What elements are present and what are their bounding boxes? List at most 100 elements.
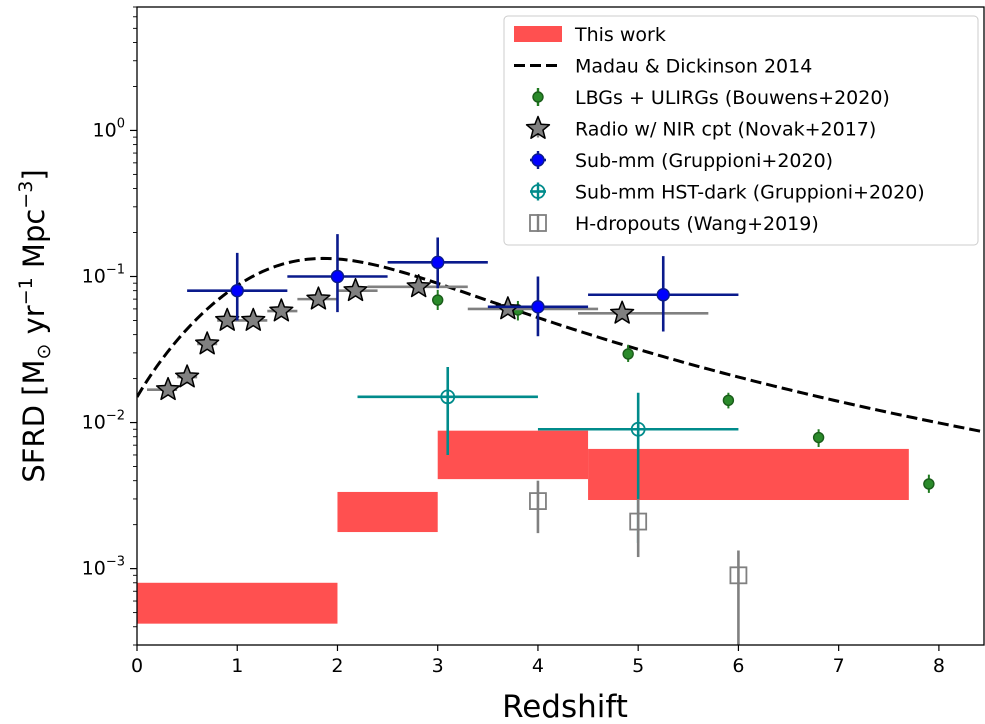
marker (174, 364, 200, 388)
marker (622, 348, 634, 360)
x-tick-label: 4 (532, 655, 544, 677)
marker (343, 277, 368, 302)
marker (406, 274, 431, 298)
data-point (267, 298, 298, 322)
marker (306, 286, 331, 310)
data-point (487, 276, 589, 337)
marker (529, 492, 547, 510)
plot-area (137, 234, 984, 645)
data-point (387, 237, 488, 289)
data-point (588, 256, 739, 332)
marker (330, 269, 345, 284)
legend-item: Sub-mm (Gruppioni+2020) (530, 150, 833, 172)
x-tick-label: 2 (331, 655, 343, 677)
x-axis-label: Redshift (502, 689, 628, 724)
band-segment (337, 491, 438, 533)
data-point (297, 286, 338, 310)
y-axis-label-exp: −1 (15, 277, 37, 305)
marker (630, 421, 646, 437)
data-point (287, 234, 388, 313)
legend-label: Sub-mm (Gruppioni+2020) (575, 150, 833, 172)
marker (432, 294, 444, 306)
band-segment (437, 430, 589, 480)
x-tick-label: 6 (732, 655, 744, 677)
legend-item: H-dropouts (Wang+2019) (529, 213, 819, 235)
marker (729, 566, 748, 585)
y-tick-label: 100 (93, 116, 125, 141)
legend: This work Madau & Dickinson 2014 LBGs + UL… (503, 15, 979, 246)
y-axis: 10−3 10−2 10−1 100 (82, 6, 137, 646)
marker (923, 478, 935, 490)
data-point (629, 498, 648, 558)
data-point (529, 480, 547, 534)
y-tick-label: 10−2 (82, 409, 125, 434)
marker (656, 288, 670, 302)
x-axis: 0 1 2 3 4 5 6 7 8 (131, 645, 945, 677)
marker (195, 331, 220, 355)
y-axis-label-part: SFRD [M (17, 360, 51, 483)
data-point (337, 277, 378, 302)
x-tick-label: 8 (933, 655, 945, 677)
data-point (195, 331, 220, 355)
marker (440, 389, 456, 405)
marker (609, 300, 635, 324)
y-axis-label: SFRD [M⊙ yr−1 Mpc−3] (15, 169, 55, 482)
x-tick-label: 0 (131, 655, 143, 677)
y-axis-label-exp: −3 (15, 181, 37, 209)
y-axis-label-sun: ⊙ (33, 344, 55, 360)
legend-marker (531, 153, 545, 167)
legend-swatch (514, 26, 562, 42)
marker (629, 512, 648, 531)
marker (241, 307, 266, 331)
legend-marker (532, 91, 544, 103)
data-point (622, 344, 634, 362)
legend-marker (529, 214, 547, 232)
data-point (147, 376, 181, 401)
legend-label: Madau & Dickinson 2014 (575, 56, 812, 78)
marker (269, 298, 294, 322)
data-point (237, 307, 268, 331)
madau-dickinson-curve (137, 256, 984, 434)
y-axis-label-part: Mpc (17, 209, 51, 278)
legend-label: H-dropouts (Wang+2019) (575, 213, 819, 235)
x-tick-label: 5 (632, 655, 644, 677)
marker (230, 283, 244, 298)
legend-item: Radio w/ NIR cpt (Novak+2017) (525, 115, 876, 141)
data-point (187, 252, 288, 321)
legend-marker (530, 184, 546, 199)
marker (155, 376, 181, 401)
marker (531, 300, 545, 314)
legend-label: This work (574, 24, 666, 46)
y-tick-label: 10−3 (82, 555, 125, 580)
legend-frame (503, 15, 979, 246)
marker (812, 431, 825, 444)
legend-label: Radio w/ NIR cpt (Novak+2017) (575, 119, 876, 141)
legend-marker (525, 115, 551, 139)
data-point (729, 550, 748, 645)
legend-label: Sub-mm HST-dark (Gruppioni+2020) (575, 182, 925, 204)
y-tick-label: 10−1 (82, 263, 125, 288)
y-axis-label-part: yr (17, 305, 51, 343)
legend-item: LBGs + ULIRGs (Bouwens+2020) (532, 87, 890, 109)
x-tick-label: 7 (833, 655, 845, 677)
data-point (367, 274, 468, 298)
data-point (215, 307, 240, 331)
data-point (812, 429, 825, 448)
data-point (432, 289, 444, 310)
legend-item: Sub-mm HST-dark (Gruppioni+2020) (530, 182, 925, 204)
legend-label: LBGs + ULIRGs (Bouwens+2020) (575, 87, 890, 109)
data-point (722, 392, 735, 409)
data-point (174, 364, 200, 388)
data-point (357, 367, 538, 455)
y-axis-label-part: ] (17, 169, 51, 180)
band-segment (588, 448, 909, 501)
plot-frame (136, 6, 985, 646)
legend-item: This work (514, 24, 666, 46)
band-segment (137, 582, 338, 624)
marker (215, 307, 240, 331)
marker (431, 255, 445, 270)
legend-item: Madau & Dickinson 2014 (514, 56, 812, 78)
marker (722, 394, 735, 407)
x-tick-label: 3 (432, 655, 444, 677)
